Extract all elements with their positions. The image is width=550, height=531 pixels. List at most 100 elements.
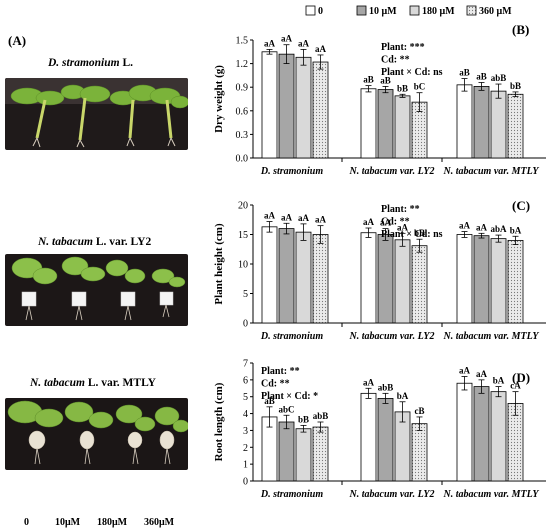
legend-label-1: 10 μM	[369, 6, 397, 17]
data-label: bB	[397, 83, 408, 93]
legend-swatch-3	[466, 5, 477, 16]
y-tick-label: 0.6	[236, 106, 249, 117]
y-tick-label: 5	[243, 289, 248, 300]
stats-annotation: Cd: **	[261, 379, 290, 390]
y-tick-label: 20	[238, 201, 248, 212]
stats-annotation: Plant × Cd: *	[261, 391, 318, 402]
data-label: bB	[298, 414, 309, 424]
caption-suffix: L. var. LY2	[92, 236, 152, 248]
data-label: abB	[491, 73, 507, 83]
y-tick-label: 10	[238, 260, 248, 271]
panel-label: (D)	[512, 370, 530, 385]
bar	[360, 392, 377, 482]
legend-swatch-0	[305, 5, 316, 16]
y-tick-label: 15	[238, 230, 248, 241]
data-label: aA	[363, 217, 375, 227]
bar	[394, 95, 411, 159]
data-label: bA	[493, 376, 505, 386]
concentration-label-0: 0	[24, 517, 29, 528]
bar	[278, 228, 295, 324]
data-label: abA	[490, 224, 507, 234]
bar	[312, 426, 329, 482]
category-label: D. stramonium	[260, 489, 323, 500]
bar	[490, 391, 507, 482]
concentration-label-360: 360μM	[144, 517, 175, 528]
data-label: aB	[459, 68, 470, 78]
stats-annotation: Plant × Cd: ns	[381, 229, 443, 240]
data-label: bB	[510, 81, 521, 91]
data-label: aA	[315, 215, 327, 225]
bar	[295, 56, 312, 159]
stats-annotation: Plant: ***	[381, 42, 425, 53]
panel-label-a: (A)	[8, 33, 27, 48]
concentration-label-180: 180μM	[97, 517, 128, 528]
bar	[312, 234, 329, 324]
data-label: aA	[459, 221, 471, 231]
data-label: aB	[264, 396, 275, 406]
legend-swatch-2	[409, 5, 420, 16]
bar	[278, 421, 295, 482]
y-tick-label: 5	[243, 392, 248, 403]
category-label: N. tabacum var. LY2	[349, 166, 435, 177]
data-label: aB	[363, 75, 374, 85]
caption-species: N. tabacum	[38, 236, 93, 248]
caption-suffix: L. var. MTLY	[84, 377, 156, 389]
data-label: aB	[476, 71, 487, 81]
bar	[261, 226, 278, 324]
data-label: aA	[264, 211, 276, 221]
panel-label: (B)	[512, 22, 529, 37]
legend-swatch-1	[356, 5, 367, 16]
category-label: N. tabacum var. MTLY	[443, 331, 540, 342]
data-label: aA	[281, 212, 293, 222]
y-tick-label: 0.3	[236, 130, 249, 141]
y-tick-label: 0	[243, 319, 248, 330]
data-label: bC	[414, 82, 426, 92]
data-label: bB	[414, 228, 425, 238]
mtly-photo-image	[5, 398, 188, 470]
bar	[507, 239, 524, 324]
bar	[456, 234, 473, 324]
data-label: aA	[476, 369, 488, 379]
data-label: aA	[363, 377, 375, 387]
data-label: aB	[380, 75, 391, 85]
bar	[456, 382, 473, 482]
photo-stramonium-seedlings	[5, 78, 188, 150]
data-label: aA	[298, 213, 310, 223]
data-label: aA	[459, 365, 471, 375]
y-tick-label: 1	[243, 460, 248, 471]
caption-species: D. stramonium	[48, 57, 120, 69]
data-label: cB	[415, 406, 425, 416]
y-tick-label: 1.2	[236, 59, 249, 70]
concentration-label-10: 10μM	[55, 517, 81, 528]
bar	[394, 239, 411, 324]
bar	[278, 53, 295, 159]
bar	[377, 397, 394, 482]
y-axis-label: Dry weight (g)	[213, 65, 225, 133]
bar	[377, 89, 394, 159]
data-label: aA	[281, 34, 293, 44]
category-label: D. stramonium	[260, 166, 323, 177]
category-label: D. stramonium	[260, 331, 323, 342]
bar	[490, 90, 507, 159]
stats-annotation: Plant × Cd: ns	[381, 67, 443, 78]
data-label: abB	[378, 382, 394, 392]
data-label: aA	[264, 38, 276, 48]
data-label: abC	[278, 404, 294, 414]
bar	[411, 423, 428, 482]
photo-mtly-seedlings	[5, 398, 188, 470]
bar	[295, 428, 312, 482]
y-tick-label: 0.0	[236, 154, 249, 165]
category-label: N. tabacum var. LY2	[349, 331, 435, 342]
bar	[473, 386, 490, 482]
bar	[360, 88, 377, 159]
bar	[473, 86, 490, 159]
y-tick-label: 0	[243, 477, 248, 488]
category-label: N. tabacum var. MTLY	[443, 166, 540, 177]
data-label: aA	[476, 222, 488, 232]
data-label: abB	[313, 411, 329, 421]
bar	[473, 235, 490, 324]
legend-label-2: 180 μM	[422, 6, 455, 17]
panel-label: (C)	[512, 198, 530, 213]
y-tick-label: 1.5	[236, 36, 249, 47]
